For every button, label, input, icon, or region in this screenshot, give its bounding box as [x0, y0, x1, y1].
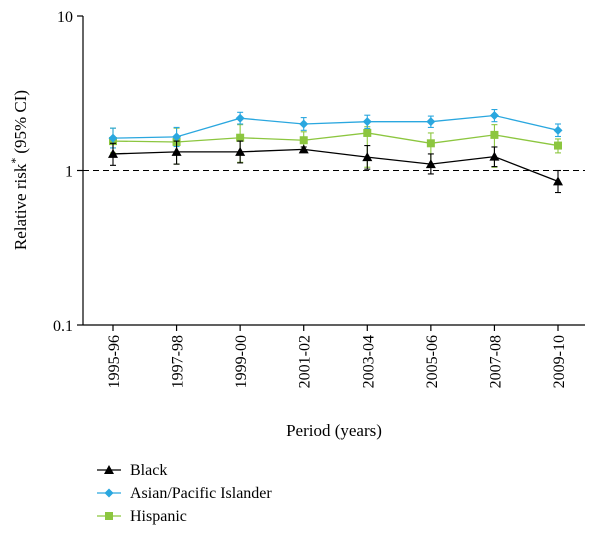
data-point: [108, 133, 118, 143]
legend-label: Hispanic: [130, 508, 187, 525]
x-tick-label: 1997-98: [170, 335, 187, 388]
data-point: [489, 151, 500, 161]
y-axis-label-main: Relative risk: [11, 163, 30, 250]
legend-label: Asian/Pacific Islander: [130, 485, 272, 502]
x-tick-label: 1999-00: [233, 335, 250, 388]
data-point: [553, 176, 563, 186]
data-point: [298, 144, 309, 154]
ticks-layer: 0.1 1 10 1995-96 1997-98 1999-00 2001-02 2003-0…: [53, 9, 568, 388]
data-point: [489, 110, 499, 120]
data-point: [426, 139, 435, 148]
legend-swatch-marker: [105, 512, 113, 520]
data-point: [299, 119, 309, 129]
series-line: [112, 148, 559, 183]
data-point: [553, 125, 563, 135]
legend-item: Hispanic: [97, 508, 187, 525]
series-black: [108, 140, 563, 194]
y-axis-label-ci: (95% CI): [11, 90, 30, 154]
legend-label: Black: [130, 462, 167, 479]
legend-item: Asian/Pacific Islander: [97, 485, 272, 502]
legend-swatch-marker: [104, 488, 114, 498]
y-axis-label: Relative risk* (95% CI): [8, 90, 30, 250]
x-tick-label: 2003-04: [360, 335, 377, 388]
legend: Black Asian/Pacific Islander Hispanic: [97, 462, 272, 525]
y-tick-label: 10: [57, 9, 73, 26]
data-point: [172, 132, 182, 142]
data-point: [299, 136, 308, 145]
data-point: [108, 148, 118, 158]
data-point: [426, 117, 436, 127]
y-axis-label-asterisk: *: [8, 158, 22, 164]
data-point: [425, 159, 436, 169]
data-point: [554, 141, 562, 150]
legend-swatch-marker: [104, 465, 114, 474]
x-axis-label: Period (years): [286, 421, 382, 440]
data-point: [235, 146, 246, 156]
series-line: [112, 114, 559, 139]
data-point: [235, 113, 245, 123]
x-tick-label: 1995-96: [106, 335, 123, 388]
series-line: [112, 132, 559, 147]
series-layer: [108, 109, 563, 194]
y-tick-label: 0.1: [53, 318, 73, 335]
y-tick-label: 1: [65, 164, 73, 181]
x-tick-label: 2005-06: [424, 335, 441, 388]
data-point: [236, 133, 245, 142]
series-asian-pacific-islander: [108, 109, 563, 149]
data-point: [362, 152, 373, 162]
x-tick-label: 2009-10: [551, 335, 568, 388]
data-point: [490, 130, 499, 139]
data-point: [362, 117, 372, 127]
data-point: [171, 146, 182, 156]
data-point: [363, 128, 372, 137]
x-tick-label: 2007-08: [487, 335, 504, 388]
legend-item: Black: [97, 462, 167, 479]
x-tick-label: 2001-02: [297, 335, 314, 388]
